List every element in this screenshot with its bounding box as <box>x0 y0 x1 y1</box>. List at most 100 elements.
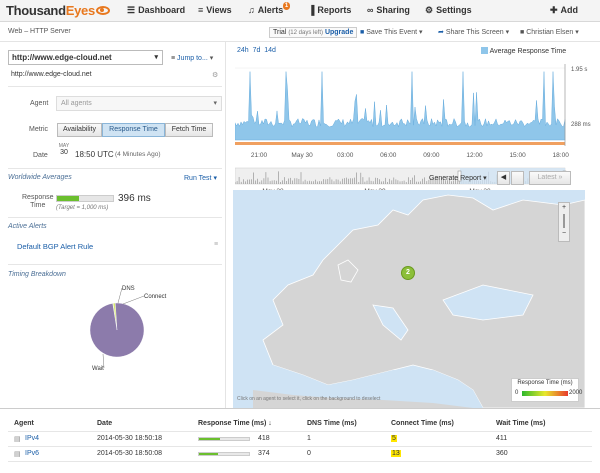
run-test-label: Run Test <box>184 175 212 182</box>
column-header-connect-time[interactable]: Connect Time (ms) <box>391 420 454 427</box>
range-14d[interactable]: 14d <box>264 47 276 54</box>
jump-to-label: Jump to... <box>177 55 208 62</box>
row-agent[interactable]: IPv4 <box>25 435 40 442</box>
north-africa <box>253 390 473 408</box>
nav-alerts[interactable]: ♫ Alerts 1 <box>248 2 291 15</box>
column-header-wait-time[interactable]: Wait Time (ms) <box>496 420 546 427</box>
share-icon: ➦ <box>438 29 444 36</box>
plus-icon: ✚ <box>550 5 558 15</box>
response-time-gauge-fill <box>57 196 80 201</box>
nav-add[interactable]: ✚ Add <box>550 5 578 16</box>
agent-select[interactable]: All agents ▾ <box>56 96 222 111</box>
row-response-bar-fill <box>199 453 218 455</box>
next-button[interactable] <box>511 171 524 185</box>
land-uk <box>337 259 359 283</box>
date-ago: (4 Minutes Ago) <box>115 151 161 158</box>
pie-label-leader <box>102 353 105 369</box>
map-legend-max: 2000 <box>569 390 583 396</box>
column-header-date[interactable]: Date <box>97 420 113 427</box>
response-time-value: 396 ms <box>118 193 151 204</box>
logo-text-thousand: Thousand <box>6 3 66 18</box>
response-target: (Target = 1,000 ms) <box>56 205 109 211</box>
generate-report-button[interactable]: Generate Report ▾ <box>429 175 487 182</box>
chevron-down-icon: ▾ <box>154 54 158 61</box>
row-wait: 411 <box>496 435 508 442</box>
metric-tab-fetch-time[interactable]: Fetch Time <box>165 123 213 137</box>
response-time-timeline[interactable]: 1.95 s 288 ms 21:00 May 30 03:00 06:00 09:00 12… <box>235 58 600 208</box>
user-menu[interactable]: ■ Christian Elsen ▾ <box>520 29 579 36</box>
share-screen-button[interactable]: ➦ Share This Screen ▾ <box>438 29 510 36</box>
active-alerts-title: Active Alerts <box>8 223 47 230</box>
response-label-line1: Response <box>22 194 54 201</box>
range-7d[interactable]: 7d <box>252 47 261 54</box>
logo-text-eyes: Eyes <box>65 3 95 18</box>
row-dns: 0 <box>307 450 311 457</box>
user-name: Christian Elsen <box>526 29 574 36</box>
zoom-in-icon[interactable]: + <box>561 204 567 211</box>
upgrade-link[interactable]: Upgrade <box>324 29 354 36</box>
response-time-label: Response Time <box>22 194 54 210</box>
nav-alerts-label: Alerts <box>257 5 284 15</box>
row-agent[interactable]: IPv6 <box>25 450 40 457</box>
zoom-out-icon[interactable]: − <box>561 230 567 237</box>
alert-rule-link[interactable]: Default BGP Alert Rule <box>17 242 94 251</box>
zoom-control[interactable]: + − <box>558 202 570 242</box>
column-header-response-time[interactable]: Response Time (ms) ↓ <box>198 420 272 427</box>
agent-cluster-marker[interactable]: 2 <box>401 266 415 280</box>
nav-views[interactable]: ≡ Views <box>198 5 232 15</box>
page-title: Web – HTTP Server <box>8 28 71 35</box>
nav-sharing[interactable]: ∞ Sharing <box>367 5 410 15</box>
europe-map <box>253 194 586 409</box>
user-icon: ■ <box>520 29 525 36</box>
layers-icon[interactable]: ≡ <box>214 241 219 248</box>
overview-handle-left <box>457 170 462 182</box>
column-header-agent[interactable]: Agent <box>14 420 34 427</box>
nav-dashboard[interactable]: ☰ Dashboard <box>127 5 185 16</box>
x-axis-tick-label: 09:00 <box>423 152 440 159</box>
row-response: 374 <box>258 450 270 457</box>
test-url: http://www.edge-cloud.net <box>11 71 92 78</box>
x-axis-tick-label: May 30 <box>291 152 313 159</box>
jump-to-button[interactable]: ≡ Jump to... ▾ <box>171 55 214 62</box>
adriatic-sea <box>372 304 409 341</box>
sort-down-icon: ↓ <box>268 420 272 427</box>
nav-settings[interactable]: ⚙ Settings <box>425 5 472 16</box>
save-event-button[interactable]: ■ Save This Event ▾ <box>360 29 423 36</box>
row-date: 2014-05-30 18:50:08 <box>97 450 162 457</box>
metric-label: Metric <box>29 126 49 133</box>
y-axis-max-label: 1.95 s <box>571 67 587 73</box>
bar-chart-icon: ▐ <box>308 5 315 15</box>
metric-tab-availability[interactable]: Availability <box>57 123 102 137</box>
pie-slice-wait <box>89 302 145 358</box>
range-selector: 24h 7d 14d <box>237 47 276 54</box>
previous-button[interactable]: ◀ <box>497 171 510 185</box>
pie-label-leader <box>117 287 123 304</box>
nav-reports[interactable]: ▐ Reports <box>308 5 351 15</box>
map-legend-gradient <box>522 391 568 396</box>
eye-icon <box>95 6 110 15</box>
x-axis-tick-label: 12:00 <box>466 152 483 159</box>
calendar-icon[interactable]: MAY 30 <box>57 143 71 159</box>
trial-days: (12 days left) <box>288 30 323 36</box>
range-24h[interactable]: 24h <box>237 47 249 54</box>
availability-band <box>235 142 565 145</box>
sub-header: Web – HTTP Server Trial (12 days left) U… <box>0 22 600 42</box>
map-view[interactable]: 2 + − Click on an agent to select it, cl… <box>233 190 586 409</box>
nav-settings-label: Settings <box>436 5 472 15</box>
latest-button[interactable]: Latest » <box>529 171 571 185</box>
column-header-dns-time[interactable]: DNS Time (ms) <box>307 420 357 427</box>
zoom-slider[interactable] <box>563 214 565 228</box>
map-legend-min: 0 <box>515 390 519 396</box>
top-navigation-bar: ThousandEyes ☰ Dashboard ≡ Views ♫ Alerts 1 … <box>0 0 600 22</box>
layers-icon: ≡ <box>198 5 204 15</box>
x-axis-tick-label: 15:00 <box>509 152 526 159</box>
run-test-button[interactable]: Run Test ▾ <box>184 175 217 182</box>
server-icon: ▤ <box>14 436 21 443</box>
link-icon: ∞ <box>367 5 374 15</box>
thousandeyes-logo[interactable]: ThousandEyes <box>6 3 110 18</box>
row-connect: 5 <box>391 435 397 442</box>
metric-tab-response-time[interactable]: Response Time <box>102 123 165 137</box>
test-select[interactable]: http://www.edge-cloud.net ▾ <box>8 50 163 65</box>
gear-icon[interactable]: ⚙ <box>212 72 219 79</box>
agent-results-table: Agent Date Response Time (ms) ↓ DNS Time… <box>0 408 600 473</box>
